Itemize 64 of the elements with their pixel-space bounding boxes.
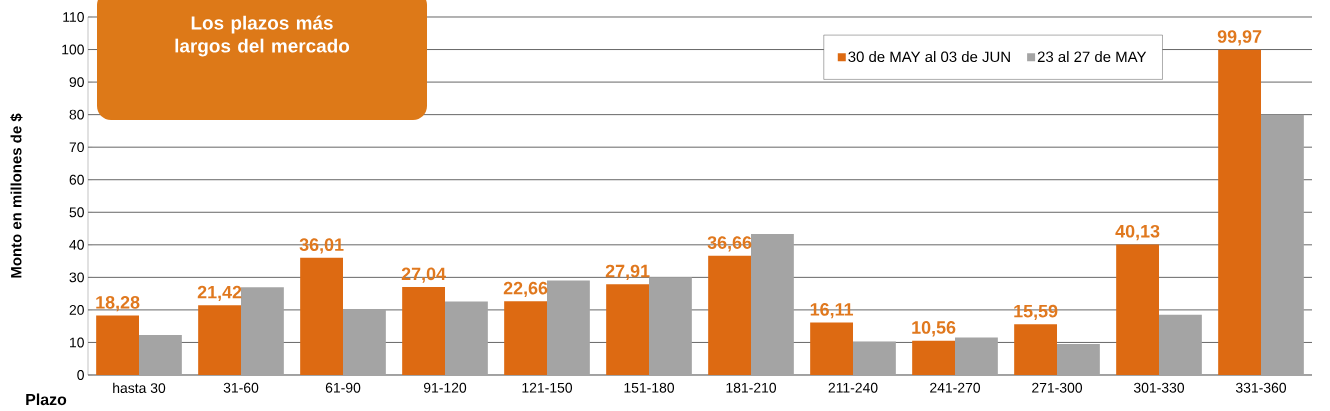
text: Los plazos más largos del mercado [175,15,350,57]
bar [853,341,896,375]
y-axis-title: Monto en millones de $ [10,113,23,278]
y-tick-label: 0 [77,370,84,380]
bar [1057,344,1100,375]
y-tick-label: 40 [69,239,84,250]
bar [445,301,488,375]
bar [300,257,343,375]
bar [241,287,284,375]
y-tick-label: 30 [69,272,84,283]
x-tick-label: hasta 30 [113,382,166,394]
data-label: 16,11 [810,303,854,319]
data-label: 27,91 [605,264,650,280]
x-axis-title: Plazo [26,393,67,406]
y-tick-label: 20 [69,304,84,315]
y-tick-label: 80 [69,109,84,120]
data-label: 10,56 [912,321,956,337]
bar [198,305,241,375]
x-tick-label: 151-180 [624,382,675,393]
bar [1014,324,1058,375]
x-tick-label: 61-90 [325,382,361,393]
bar [606,284,649,375]
data-label: 18,28 [96,296,140,312]
x-tick-label: 181-210 [726,382,777,393]
bar [751,234,794,375]
legend-label: 30 de MAY al 03 de JUN [848,51,1010,63]
x-tick-label: 331-360 [1235,382,1287,393]
data-label: 40,13 [1115,224,1160,241]
data-label: 21,42 [197,285,242,302]
y-tick-label: 90 [69,77,84,88]
bar [343,309,386,375]
data-label: 36,66 [707,236,752,252]
data-label: 36,01 [299,238,344,254]
bar [649,277,692,375]
x-tick-label: 271-300 [1032,382,1083,393]
bar [1261,114,1304,375]
bar [708,255,751,375]
x-tick-label: 121-150 [522,382,573,393]
bar [955,337,998,375]
y-tick-label: 50 [69,207,84,218]
bar [547,280,590,375]
legend-label: 23 al 27 de MAY [1037,51,1147,63]
bar [96,315,139,375]
x-tick-label: 241-270 [930,382,981,393]
bar [1218,49,1262,375]
x-tick-label: 301-330 [1133,382,1185,393]
y-tick-label: 70 [69,142,84,153]
bar [504,301,547,375]
y-tick-label: 110 [63,12,84,22]
bar [139,334,182,375]
data-label: 99,97 [1217,30,1262,46]
data-label: 15,59 [1014,304,1058,321]
bar [1159,314,1202,375]
x-tick-label: 91-120 [423,382,467,393]
bar [810,322,853,375]
bar [912,340,956,375]
bar [1116,244,1160,375]
y-tick-label: 60 [69,174,84,185]
x-tick-label: 31-60 [223,382,259,393]
x-tick-label: 211-240 [828,382,878,393]
bar [402,287,445,375]
y-tick-label: 10 [70,337,84,348]
data-label: 22,66 [503,281,548,298]
y-tick-label: 100 [62,44,84,55]
